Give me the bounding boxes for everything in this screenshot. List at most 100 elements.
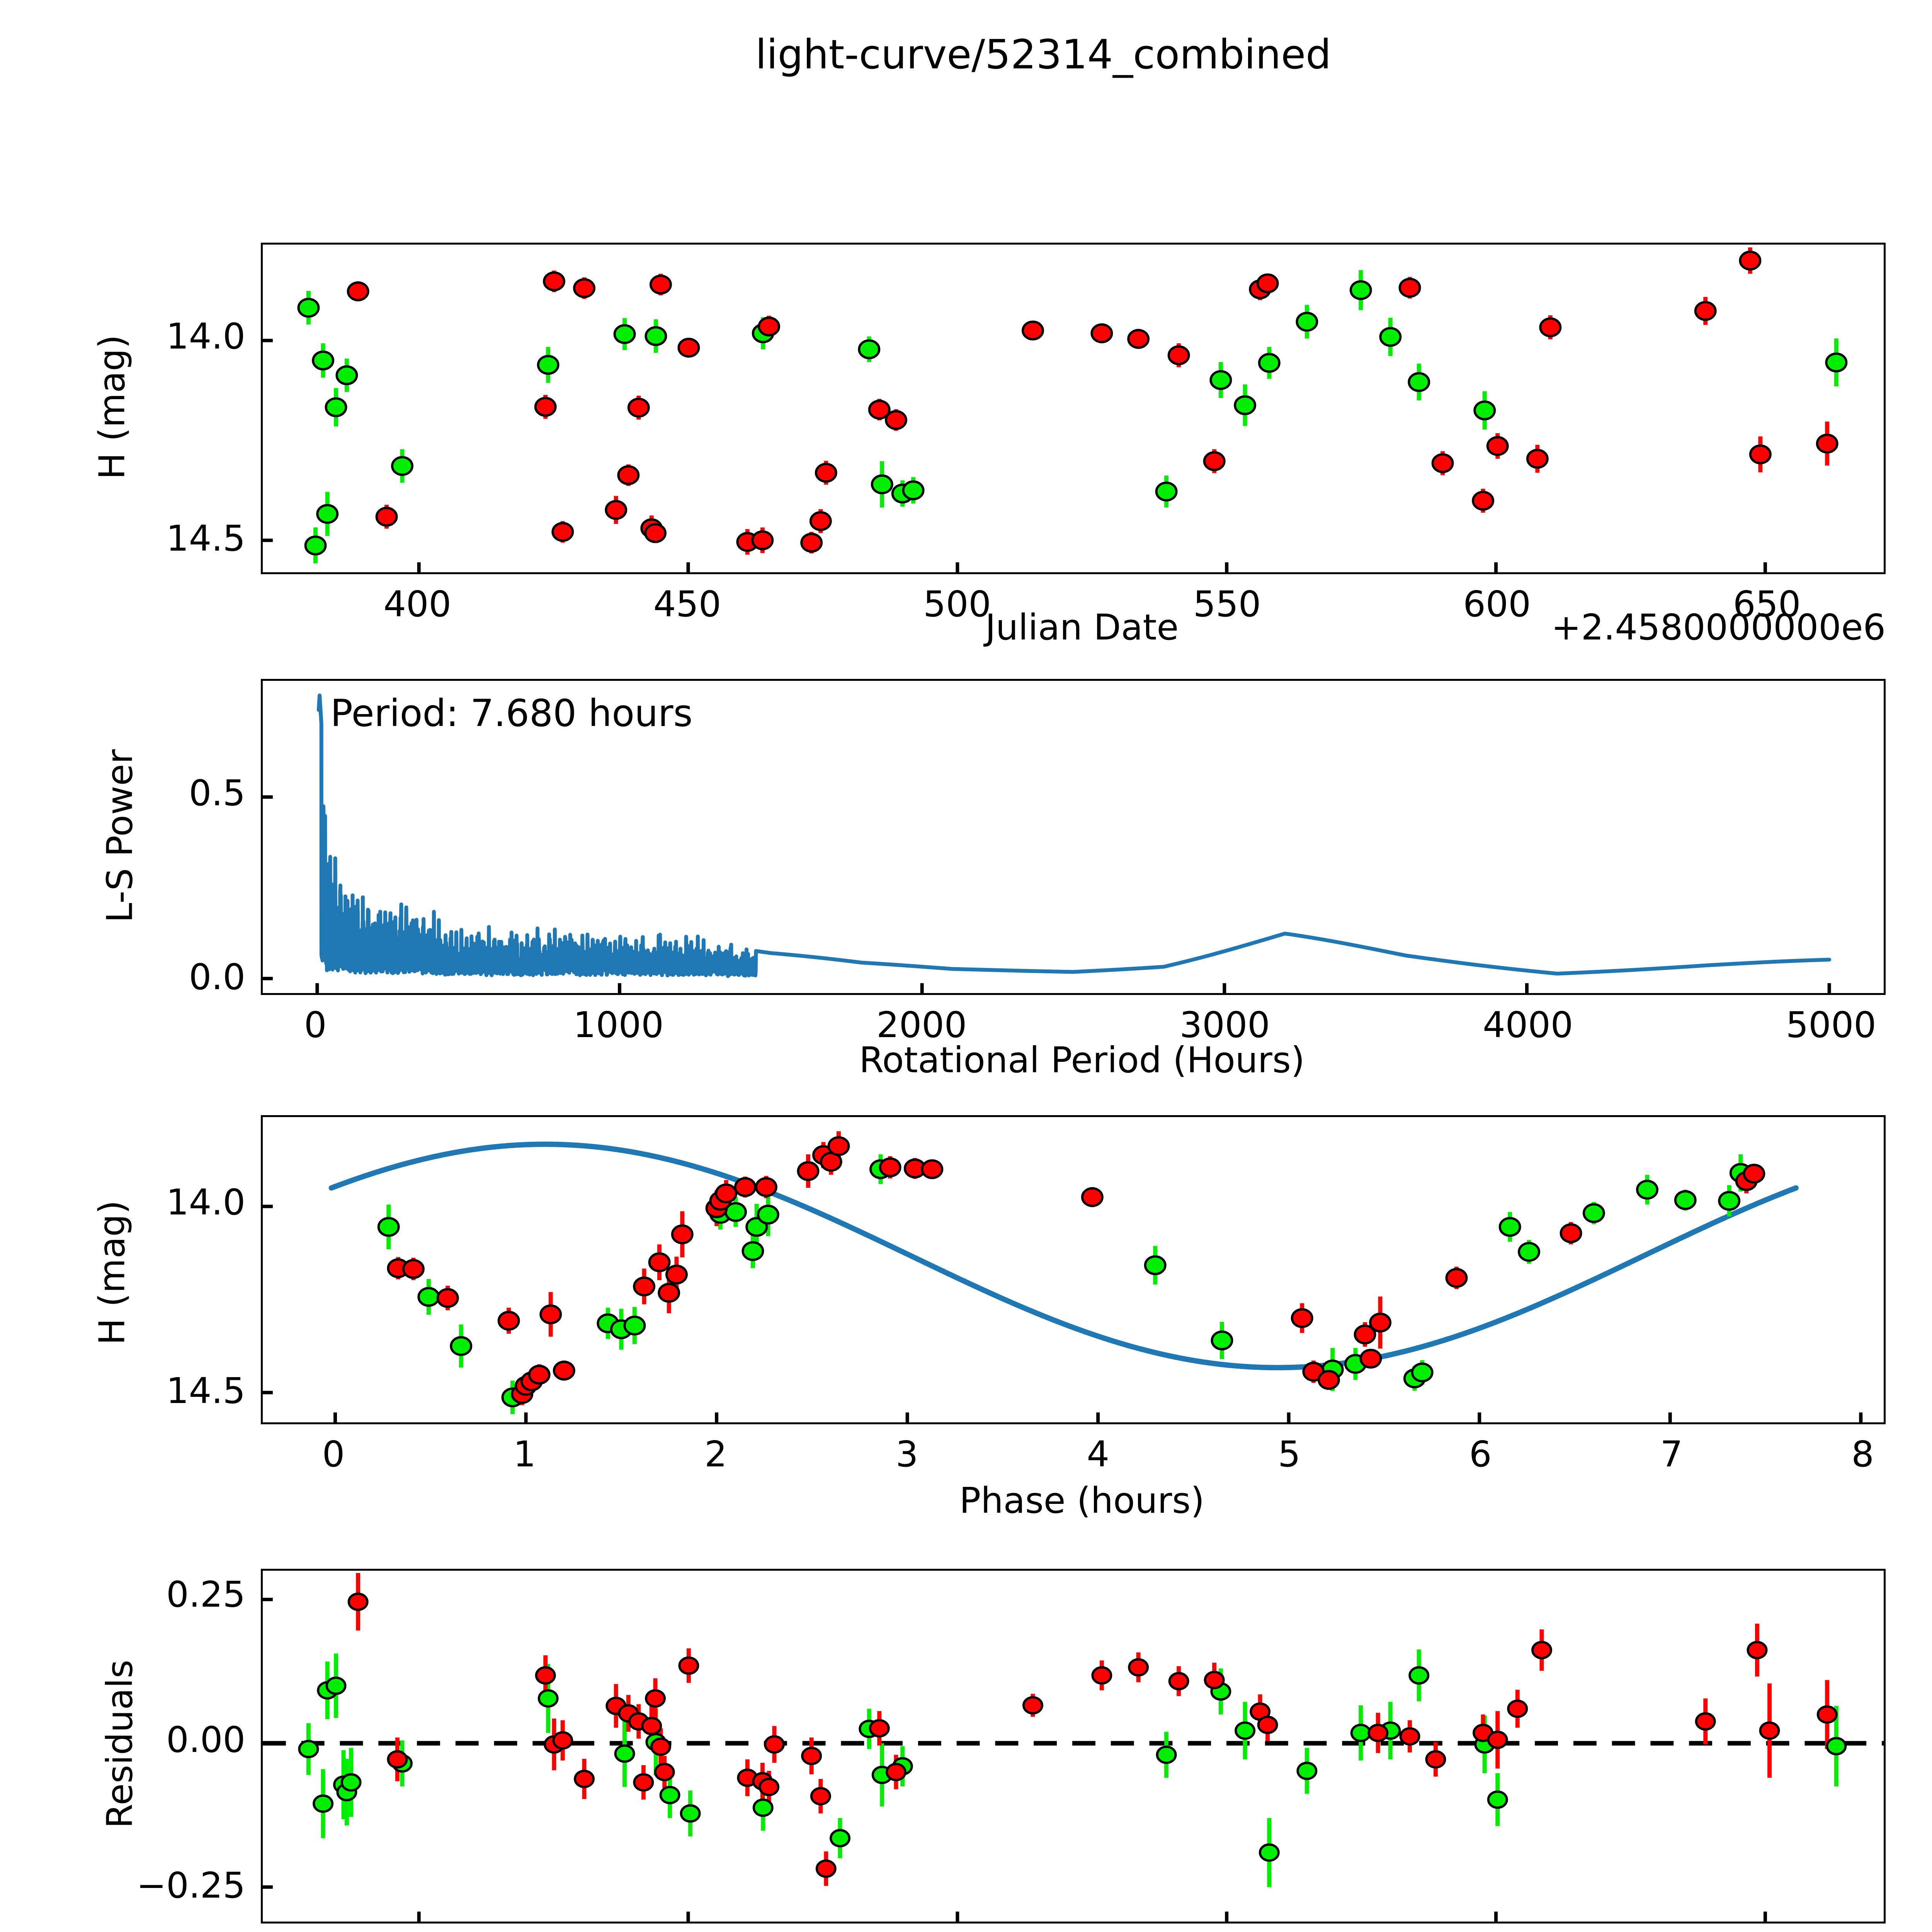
periodogram-ylabel: L-S Power [99,749,141,923]
phasefold-fit-curve [328,1141,1799,1371]
data-point-red [1168,1672,1189,1690]
data-point-red [1091,1666,1112,1685]
data-point-green [537,1689,559,1708]
data-point-red [665,1264,688,1285]
data-point-red [658,1283,680,1303]
data-point-red [497,1311,520,1331]
data-point-red [869,1719,890,1738]
data-point-red [671,1224,694,1245]
data-point-red [1369,1313,1392,1333]
data-point-green [1235,1721,1256,1740]
data-point-green [1473,400,1496,420]
phasefold-xtick: 6 [1469,1434,1492,1475]
data-point-green [659,1786,680,1804]
data-point-red [645,1689,666,1708]
data-point-green [304,536,327,556]
phasefold-plot-area [263,1131,1863,1422]
data-point-red [1022,320,1044,341]
data-point-red [810,1787,831,1806]
data-point-green [1825,352,1848,372]
data-point-red [1816,434,1838,454]
data-point-red [574,1770,595,1788]
data-point-red [1743,1163,1765,1184]
data-point-red [815,463,837,483]
data-point-red [1694,301,1717,321]
periodogram-ytick: 0.5 [189,772,245,814]
lightcurve-xtick: 500 [923,583,991,625]
data-point-red [633,1773,654,1792]
data-point-red [1739,250,1762,271]
data-point-red [827,1136,850,1156]
data-point-green [1408,372,1430,392]
data-point-red [1445,1268,1468,1288]
data-point-green [858,339,881,359]
data-point-green [450,1336,473,1356]
data-point-red [1816,1705,1838,1724]
data-point-green [623,1315,646,1336]
data-point-green [1211,1330,1233,1350]
data-point-green [613,324,636,344]
data-point-red [552,1731,573,1750]
data-point-red [1354,1324,1376,1345]
data-point-red [1526,449,1549,469]
data-point-red [347,1592,369,1611]
data-point-green [680,1804,701,1823]
data-point-red [347,281,369,301]
data-point-green [1498,1217,1521,1237]
data-point-green [1349,280,1372,300]
data-point-green [645,326,667,346]
data-point-red [543,271,565,291]
data-point-red [528,1365,551,1385]
data-point-red [617,465,640,485]
data-point-red [800,532,823,553]
data-point-green [757,1204,779,1225]
data-point-green [1487,1790,1508,1809]
data-point-red [644,523,667,543]
data-point-red [402,1259,425,1279]
phasefold-xtick: 1 [513,1434,536,1475]
data-point-red [715,1183,738,1204]
data-point-green [871,474,893,495]
data-point-green [1350,1724,1371,1742]
data-point-red [1256,273,1279,294]
data-point-green [313,1794,334,1813]
data-point-red [1203,451,1226,471]
data-point-green [1296,1762,1318,1780]
lightcurve-ytick: 14.0 [166,316,245,357]
lightcurve-plot-area [263,247,1848,572]
phasefold-ylabel: H (mag) [91,1200,133,1345]
data-point-red [1487,1730,1508,1749]
data-point-red [605,500,628,520]
residuals-ytick: 0.00 [166,1719,245,1761]
lightcurve-xtick: 650 [1733,583,1801,625]
data-point-green [297,298,320,318]
data-point-green [391,456,413,476]
data-point-red [801,1747,822,1765]
data-point-red [759,1777,780,1796]
data-point-red [1539,317,1562,337]
data-point-red [764,1735,785,1754]
data-point-green [325,397,347,417]
data-point-red [1291,1308,1313,1328]
phasefold-xtick: 3 [895,1434,918,1475]
data-point-red [539,1304,562,1325]
figure-title: light-curve/52314_combined [755,31,1332,78]
phasefold-xlabel: Phase (hours) [959,1480,1205,1521]
data-point-red [1749,444,1772,464]
data-point-green [830,1829,850,1847]
periodogram-xtick: 2000 [876,1004,967,1046]
data-point-green [1718,1191,1741,1211]
data-point-green [1411,1362,1434,1383]
data-point-red [1399,1727,1420,1746]
lightcurve-xlabel: Julian Date [985,607,1179,648]
data-point-green [537,355,560,375]
data-point-red [751,530,774,550]
lightcurve-ytick: 14.5 [166,518,245,560]
data-point-green [298,1740,319,1759]
data-point-green [1674,1190,1697,1210]
data-point-green [1582,1203,1605,1223]
data-point-red [1204,1671,1225,1689]
data-point-red [1127,329,1150,349]
data-point-green [377,1217,400,1237]
data-point-red [755,1177,777,1197]
